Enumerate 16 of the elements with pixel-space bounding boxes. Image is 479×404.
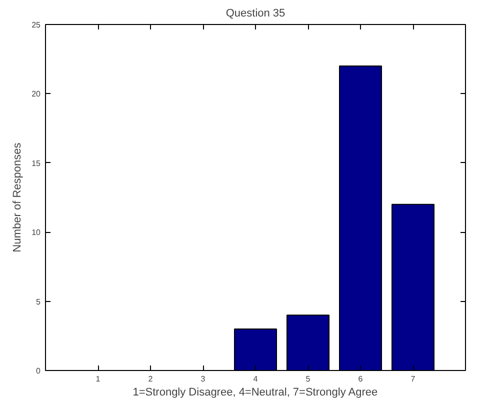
x-tick-label: 2 bbox=[148, 374, 154, 384]
y-tick-label: 0 bbox=[36, 366, 42, 376]
y-tick-label: 5 bbox=[36, 297, 42, 306]
x-tick-label: 6 bbox=[358, 374, 364, 384]
x-tick-label: 4 bbox=[253, 374, 258, 384]
y-tick-label: 15 bbox=[32, 158, 42, 168]
y-tick-label: 25 bbox=[32, 20, 42, 30]
x-tick-label: 3 bbox=[200, 374, 206, 384]
x-tick-label: 5 bbox=[306, 374, 311, 384]
x-tick-label: 7 bbox=[410, 374, 416, 384]
y-tick-label: 10 bbox=[32, 228, 42, 238]
x-axis-title: 1=Strongly Disagree, 4=Neutral, 7=Strongly Agree bbox=[132, 386, 378, 398]
chart-title: Question 35 bbox=[226, 8, 286, 20]
y-axis-title: Number of Responses bbox=[12, 142, 24, 252]
x-tick-label: 1 bbox=[96, 374, 101, 384]
y-tick-label: 20 bbox=[32, 90, 42, 99]
